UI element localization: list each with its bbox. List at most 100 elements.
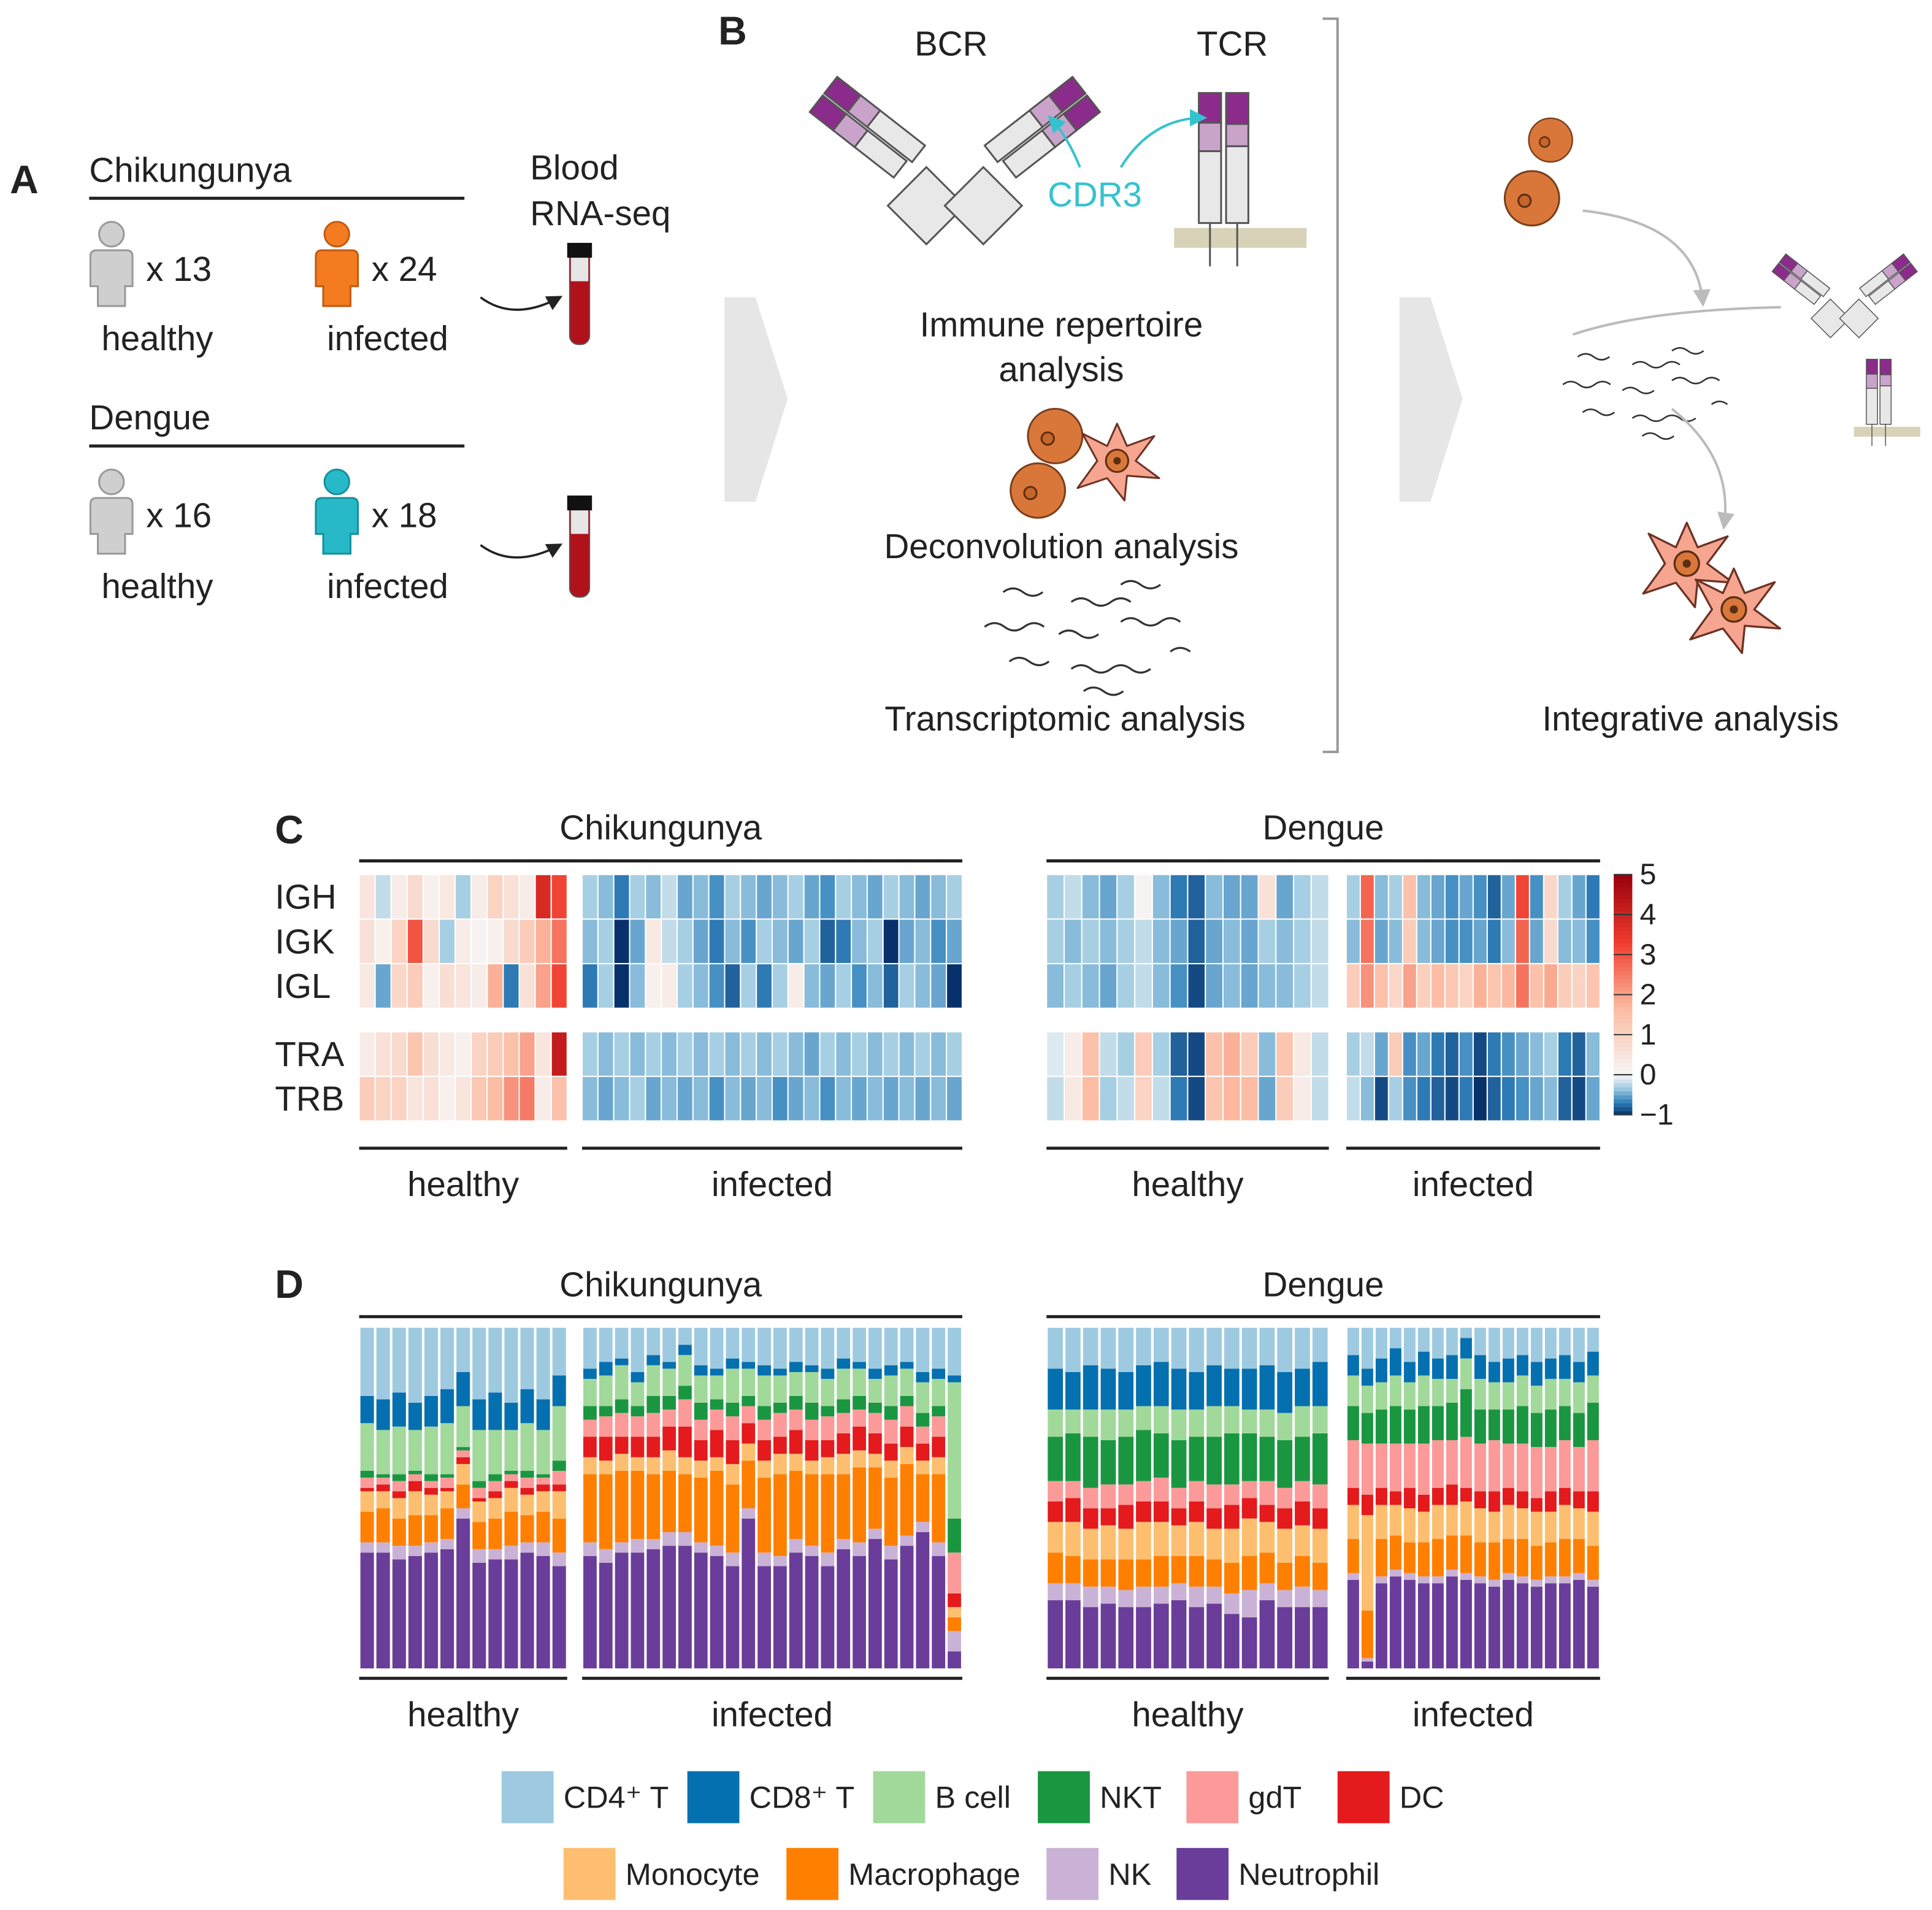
legend-label: Monocyte [626, 1857, 760, 1892]
colorbar-slice [1614, 1018, 1633, 1024]
bar-segment [1153, 1406, 1169, 1433]
bar-segment [1224, 1562, 1240, 1594]
bar-segment [472, 1498, 486, 1502]
heatmap-cell [1310, 1075, 1330, 1122]
heatmap-cell [1543, 1031, 1558, 1077]
heatmap-cell [1293, 873, 1312, 920]
bar-segment [1516, 1375, 1528, 1406]
heatmap-cell [645, 1075, 662, 1122]
bar-segment [1544, 1358, 1557, 1379]
bar-segment [757, 1460, 771, 1478]
heatmap-cell [1486, 873, 1502, 920]
bar-segment [1417, 1375, 1430, 1406]
bar-segment [1474, 1576, 1486, 1584]
bar-segment [1347, 1440, 1359, 1488]
row-label: IGH [275, 878, 336, 916]
bar-segment [631, 1416, 645, 1437]
bar-segment [1474, 1443, 1486, 1492]
bar-segment [583, 1542, 597, 1556]
bar-segment [694, 1365, 708, 1376]
person-icons [89, 221, 359, 555]
heatmap-cell [1081, 963, 1100, 1009]
heatmap-cell [1416, 1075, 1432, 1122]
bar-segment [1241, 1327, 1257, 1369]
bar-segment [1171, 1583, 1187, 1601]
bar-segment [1432, 1327, 1444, 1359]
group-label: infected [711, 1165, 833, 1203]
heatmap-cell [1098, 918, 1118, 965]
bar-segment [1277, 1607, 1293, 1669]
bar-segment [1347, 1406, 1359, 1441]
heatmap-cell [1293, 1031, 1312, 1077]
heatmap-cell [724, 1031, 742, 1077]
bar-segment [1241, 1368, 1257, 1410]
bar-segment [932, 1379, 946, 1406]
bcr-icon [1771, 253, 1918, 339]
heatmap-cell [1205, 963, 1224, 1009]
bar-segment [646, 1365, 661, 1396]
bar-segment [424, 1426, 439, 1475]
heatmap-cell [454, 873, 472, 920]
heatmap-cell [1222, 918, 1241, 965]
bar-segment [1361, 1658, 1373, 1662]
bar-segment [1460, 1327, 1472, 1338]
bar-segment [424, 1474, 439, 1481]
bar-segment [884, 1559, 898, 1669]
heatmap-cell [629, 1031, 646, 1077]
bar-segment [726, 1566, 740, 1669]
heatmap-cell [898, 1031, 916, 1077]
bar-segment [1375, 1443, 1387, 1488]
heatmap-cell [1472, 918, 1488, 965]
heatmap-cell [835, 1031, 853, 1077]
bar-segment [1224, 1406, 1240, 1433]
bar-segment [360, 1511, 374, 1543]
bar-segment [1083, 1409, 1098, 1437]
bar-segment [615, 1552, 629, 1669]
bar-segment [376, 1327, 390, 1400]
heatmap-cell [1205, 918, 1224, 965]
bar-segment [440, 1423, 454, 1475]
heatmap-cell [756, 1031, 773, 1077]
bar-segment [472, 1399, 486, 1430]
bar-segment [1530, 1327, 1543, 1362]
heatmap-cell [550, 1075, 568, 1122]
bar-segment [504, 1481, 518, 1488]
heatmap-cell [1169, 918, 1189, 965]
bar-segment [805, 1546, 819, 1556]
bar-segment [440, 1389, 454, 1424]
heatmap-cell [1430, 963, 1446, 1009]
bar-segment [1573, 1573, 1585, 1580]
bar-segment [472, 1430, 486, 1481]
bar-segment [742, 1327, 756, 1362]
bar-segment [853, 1467, 866, 1543]
heatmap-cell [898, 918, 916, 965]
heatmap-cell [454, 1031, 472, 1077]
bar-segment [1295, 1555, 1310, 1587]
person-body [89, 249, 134, 307]
heatmap-cell [1557, 873, 1573, 920]
colorbar-slice [1614, 1010, 1633, 1016]
bar-segment [1189, 1586, 1205, 1608]
heatmap-cell [1528, 918, 1544, 965]
heatmap-cell [374, 1031, 392, 1077]
bar-segment [520, 1423, 534, 1471]
bar-segment [583, 1555, 597, 1669]
bar-segment [916, 1426, 930, 1444]
bar-segment [1403, 1573, 1416, 1580]
bar-segment [360, 1423, 374, 1471]
legend-swatch [501, 1771, 554, 1824]
bar-segment [821, 1416, 835, 1441]
bar-segment [1241, 1409, 1257, 1433]
heatmap-cell [898, 873, 916, 920]
bar-segment [853, 1542, 866, 1556]
bar-segment [408, 1327, 422, 1403]
bar-segment [1241, 1518, 1257, 1556]
heatmap-cell [1543, 963, 1558, 1009]
heatmap-cell [1514, 1031, 1530, 1077]
heatmap-cell [597, 873, 615, 920]
bar-segment [1241, 1481, 1257, 1498]
heatmap-cell [1310, 873, 1330, 920]
heatmap-cell [645, 963, 662, 1009]
heatmap-cell [1486, 963, 1502, 1009]
bar-segment [392, 1498, 406, 1519]
